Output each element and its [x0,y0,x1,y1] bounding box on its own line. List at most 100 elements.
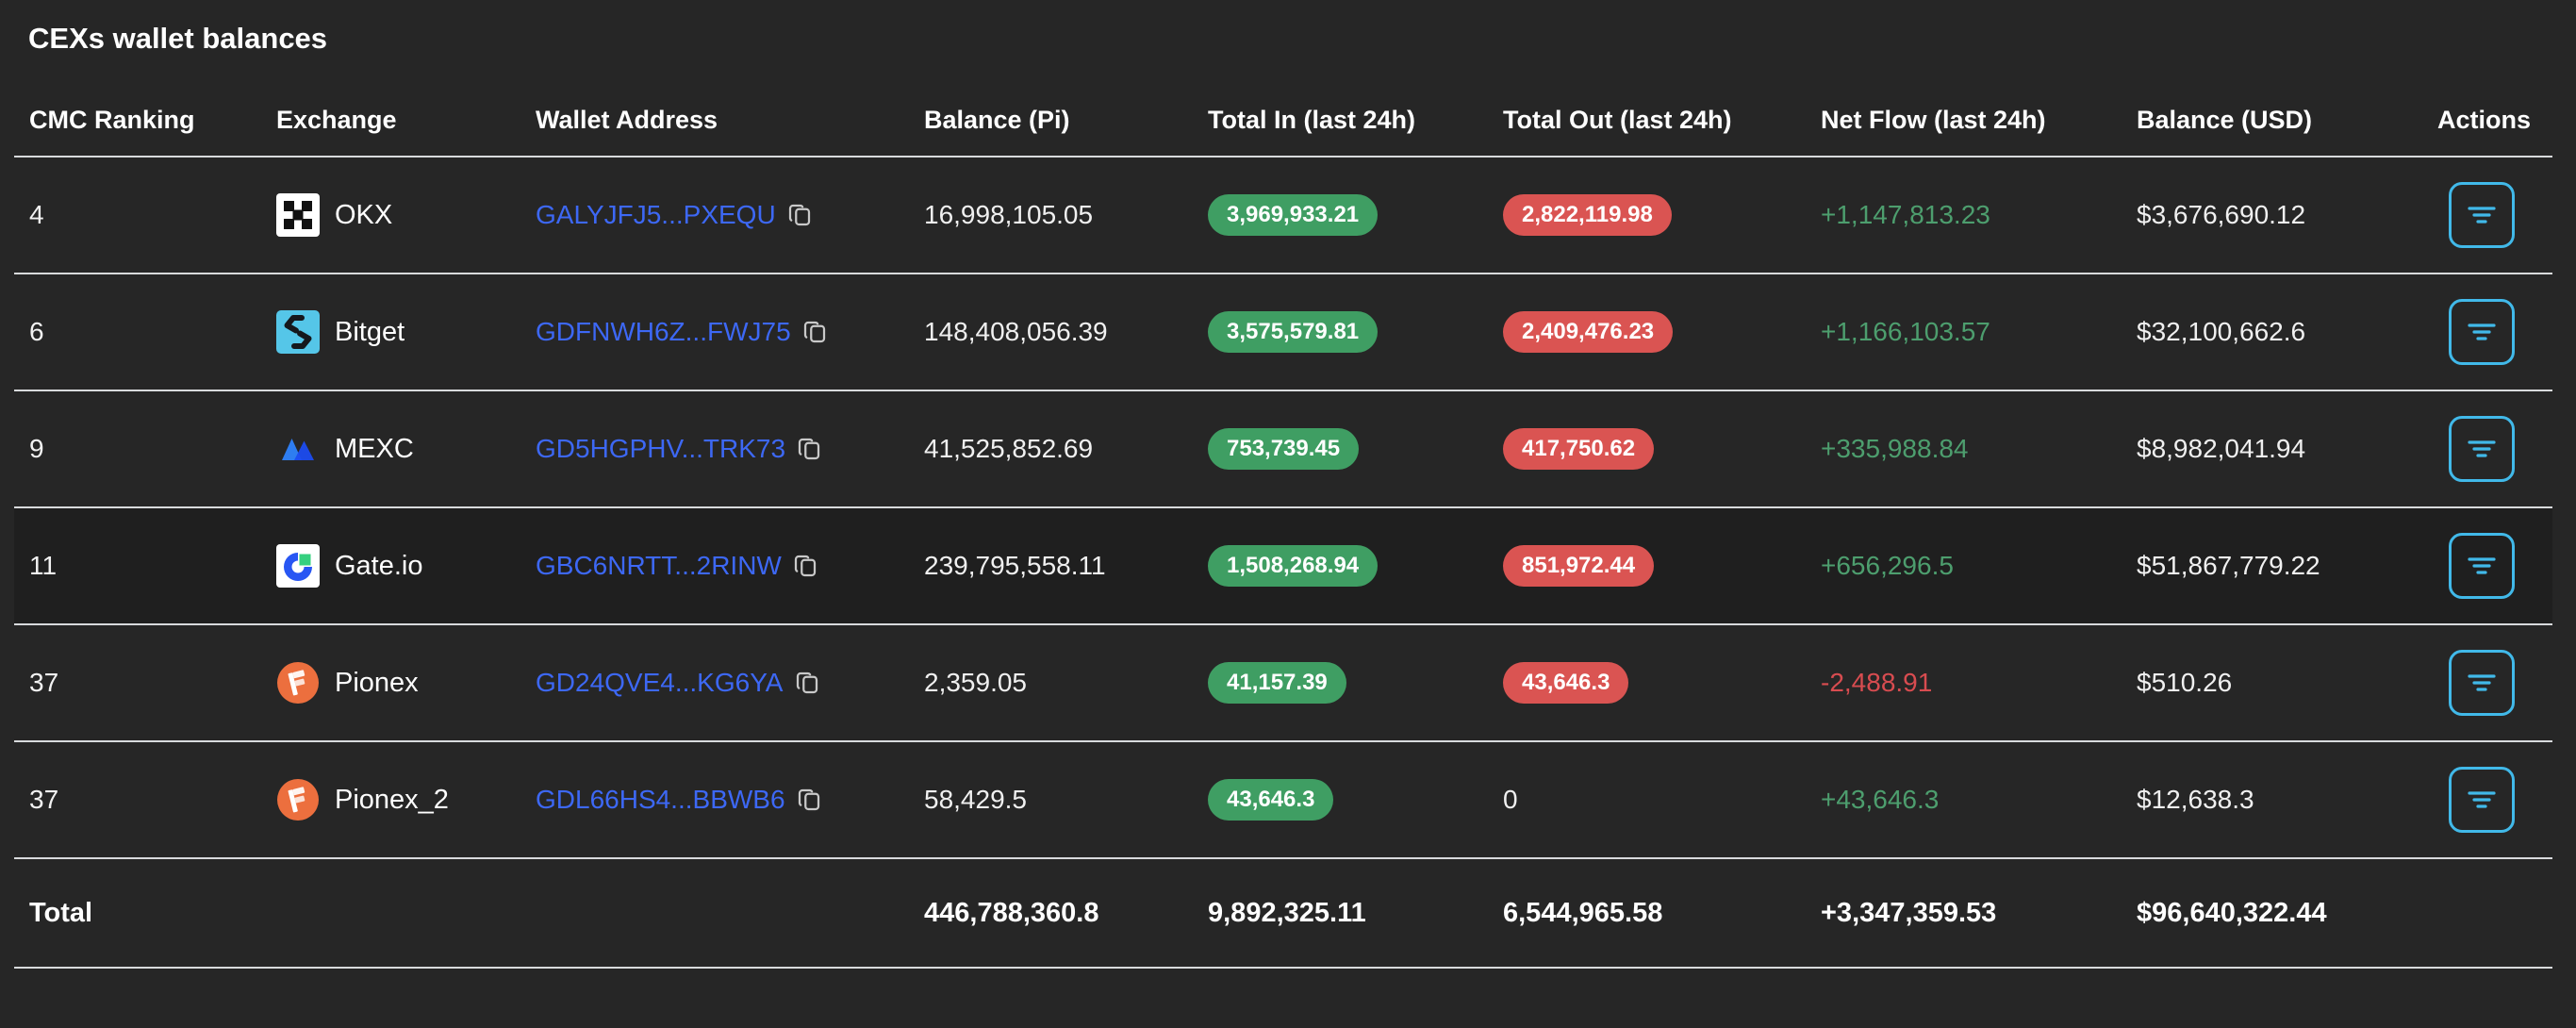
table-row-bitget: 6 Bitget GDFNWH6Z...FWJ75 148,408,056.39… [14,274,2552,391]
net-flow-value: -2,488.91 [1821,668,1933,697]
net-flow-value: +656,296.5 [1821,551,1954,580]
copy-icon[interactable] [795,786,823,814]
pionex-icon [276,778,320,821]
balance-usd-value: $51,867,779.22 [2137,551,2320,580]
gateio-icon [276,544,320,588]
copy-icon[interactable] [801,318,829,346]
total-out-value: 6,544,965.58 [1503,897,1663,928]
table-row-gate.io: 11 Gate.io GBC6NRTT...2RINW 239,795,558.… [14,508,2552,625]
total-label: Total [29,897,93,928]
balance-pi-value: 148,408,056.39 [924,317,1108,346]
wallet-address-cell: GD5HGPHV...TRK73 [520,434,909,464]
exchange-cell: MEXC [261,427,520,471]
total-balance-usd: $96,640,322.44 [2137,897,2327,928]
col-header-net-flow: Net Flow (last 24h) [1821,106,2046,134]
table-row-pionex_2: 37 Pionex_2 GDL66HS4...BBWB6 58,429.5 43… [14,742,2552,859]
filter-icon [2468,207,2496,224]
cmc-ranking-value: 37 [29,668,59,697]
wallet-address-cell: GALYJFJ5...PXEQU [520,200,909,230]
filter-action-button[interactable] [2449,533,2515,599]
col-header-total-out: Total Out (last 24h) [1503,106,1732,134]
total-in-cell: 3,575,579.81 [1193,310,1488,354]
table-header-row: CMC Ranking Exchange Wallet Address Bala… [14,58,2552,158]
total-out-value: 2,822,119.98 [1503,193,1672,237]
balance-usd-value: $510.26 [2137,668,2233,697]
filter-action-button[interactable] [2449,650,2515,716]
total-out-cell: 43,646.3 [1488,661,1806,705]
balance-usd-value: $32,100,662.6 [2137,317,2306,346]
filter-action-button[interactable] [2449,767,2515,833]
cmc-ranking-value: 9 [29,434,44,463]
actions-cell [2422,767,2552,833]
filter-action-button[interactable] [2449,182,2515,248]
copy-icon[interactable] [793,669,821,697]
total-out-cell: 851,972.44 [1488,544,1806,588]
page-title: CEXs wallet balances [28,22,328,55]
actions-cell [2422,416,2552,482]
total-in-value: 3,969,933.21 [1208,193,1379,237]
wallet-address-link[interactable]: GD5HGPHV...TRK73 [536,434,786,463]
total-out-value: 2,409,476.23 [1503,310,1674,354]
mexc-icon [276,427,320,471]
exchange-name: Gate.io [335,550,423,581]
filter-icon [2468,674,2496,691]
balance-usd-value: $12,638.3 [2137,785,2254,814]
total-in-value: 43,646.3 [1208,778,1334,821]
net-flow-value: +335,988.84 [1821,434,1969,463]
total-in-cell: 753,739.45 [1193,427,1488,471]
total-balance-pi: 446,788,360.8 [924,897,1099,928]
wallet-address-link[interactable]: GDL66HS4...BBWB6 [536,785,785,814]
exchange-name: Bitget [335,316,405,347]
filter-icon [2468,791,2496,808]
col-header-actions: Actions [2437,106,2532,134]
col-header-balance-pi: Balance (Pi) [924,106,1070,134]
cex-balances-table: CMC Ranking Exchange Wallet Address Bala… [14,58,2552,969]
col-header-cmc-ranking: CMC Ranking [29,106,195,134]
balance-pi-value: 41,525,852.69 [924,434,1094,463]
actions-cell [2422,650,2552,716]
wallet-address-link[interactable]: GD24QVE4...KG6YA [536,668,784,697]
copy-icon[interactable] [791,552,819,580]
net-flow-value: +1,147,813.23 [1821,200,1990,229]
exchange-cell: Gate.io [261,544,520,588]
wallet-address-link[interactable]: GDFNWH6Z...FWJ75 [536,317,791,346]
exchange-name: MEXC [335,433,414,464]
wallet-address-cell: GDFNWH6Z...FWJ75 [520,317,909,347]
wallet-address-link[interactable]: GALYJFJ5...PXEQU [536,200,776,229]
filter-icon [2468,323,2496,340]
table-body: 4 OKX GALYJFJ5...PXEQU 16,998,105.05 3,9… [14,158,2552,859]
wallet-address-link[interactable]: GBC6NRTT...2RINW [536,551,782,580]
filter-action-button[interactable] [2449,416,2515,482]
exchange-cell: Pionex [261,661,520,705]
actions-cell [2422,533,2552,599]
copy-icon[interactable] [795,435,823,463]
net-flow-value: +1,166,103.57 [1821,317,1990,346]
balance-pi-value: 239,795,558.11 [924,551,1106,580]
actions-cell [2422,299,2552,365]
balance-usd-value: $3,676,690.12 [2137,200,2306,229]
cmc-ranking-value: 11 [29,551,58,580]
net-flow-value: +43,646.3 [1821,785,1940,814]
total-in-cell: 43,646.3 [1193,778,1488,821]
wallet-address-cell: GD24QVE4...KG6YA [520,668,909,698]
balance-usd-value: $8,982,041.94 [2137,434,2306,463]
total-out-value: 851,972.44 [1503,544,1655,588]
bitget-icon [276,310,320,354]
total-out-cell: 2,409,476.23 [1488,310,1806,354]
total-in-cell: 41,157.39 [1193,661,1488,705]
wallet-address-cell: GDL66HS4...BBWB6 [520,785,909,815]
total-out-cell: 417,750.62 [1488,427,1806,471]
total-in-value: 41,157.39 [1208,661,1346,705]
total-out-value: 43,646.3 [1503,661,1629,705]
table-row-okx: 4 OKX GALYJFJ5...PXEQU 16,998,105.05 3,9… [14,158,2552,274]
exchange-name: OKX [335,199,393,230]
exchange-cell: Bitget [261,310,520,354]
col-header-balance-usd: Balance (USD) [2137,106,2313,134]
cmc-ranking-value: 6 [29,317,44,346]
okx-icon [276,193,320,237]
actions-cell [2422,182,2552,248]
total-out-value: 417,750.62 [1503,427,1655,471]
copy-icon[interactable] [785,201,814,229]
filter-action-button[interactable] [2449,299,2515,365]
filter-icon [2468,557,2496,574]
